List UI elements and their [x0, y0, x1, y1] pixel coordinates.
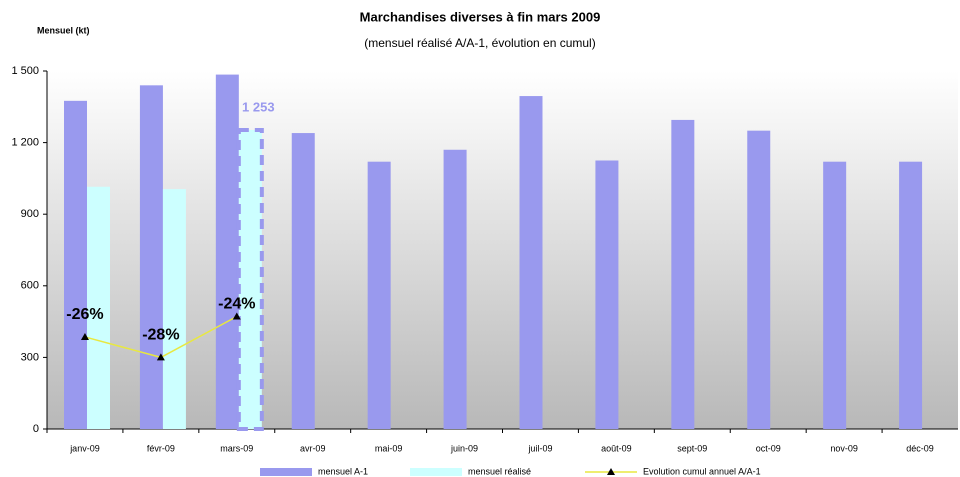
chart-subtitle: (mensuel réalisé A/A-1, évolution en cum… [364, 36, 595, 50]
x-tick-label: févr-09 [147, 443, 175, 453]
legend-label: Evolution cumul annuel A/A-1 [643, 466, 761, 476]
y-tick-label: 1 200 [11, 137, 39, 149]
bar [64, 100, 87, 429]
legend-label: mensuel réalisé [468, 466, 531, 476]
bar [215, 74, 239, 429]
x-tick-label: août-09 [601, 443, 632, 453]
y-tick-label: 0 [33, 423, 39, 435]
bar [443, 149, 467, 429]
legend-swatch [260, 468, 312, 476]
x-tick-label: sept-09 [677, 443, 707, 453]
bar [671, 119, 695, 429]
data-label: -28% [142, 327, 179, 344]
bar [747, 130, 771, 429]
data-label: 1 253 [242, 99, 275, 114]
plot-area [47, 71, 958, 429]
x-tick-label: oct-09 [756, 443, 781, 453]
bar [367, 161, 391, 429]
data-label: -24% [218, 296, 255, 313]
x-tick-label: déc-09 [906, 443, 934, 453]
x-tick-label: avr-09 [300, 443, 326, 453]
x-tick-label: mai-09 [375, 443, 403, 453]
legend-swatch [410, 468, 462, 476]
bar [519, 96, 543, 429]
bar [899, 161, 923, 429]
bar [87, 186, 110, 429]
legend-marker [607, 468, 615, 475]
y-tick-label: 1 500 [11, 65, 39, 77]
y-axis-label: Mensuel (kt) [37, 25, 90, 35]
y-tick-label: 300 [21, 351, 39, 363]
line-marker [232, 312, 241, 320]
bar [595, 160, 619, 429]
x-tick-label: mars-09 [220, 443, 253, 453]
x-tick-label: juil-09 [527, 443, 552, 453]
bar [162, 189, 186, 429]
bar [236, 127, 264, 432]
line-marker [80, 332, 89, 340]
y-tick-label: 600 [21, 280, 39, 292]
x-tick-label: juin-09 [450, 443, 478, 453]
chart-title: Marchandises diverses à fin mars 2009 [360, 9, 601, 24]
x-tick-label: nov-09 [830, 443, 858, 453]
y-tick-label: 900 [21, 208, 39, 220]
line-marker [156, 353, 165, 361]
bar [291, 133, 315, 429]
legend-label: mensuel A-1 [318, 466, 368, 476]
x-tick-label: janv-09 [69, 443, 100, 453]
bar [823, 161, 847, 429]
bar [139, 85, 163, 429]
data-label: -26% [66, 306, 103, 323]
